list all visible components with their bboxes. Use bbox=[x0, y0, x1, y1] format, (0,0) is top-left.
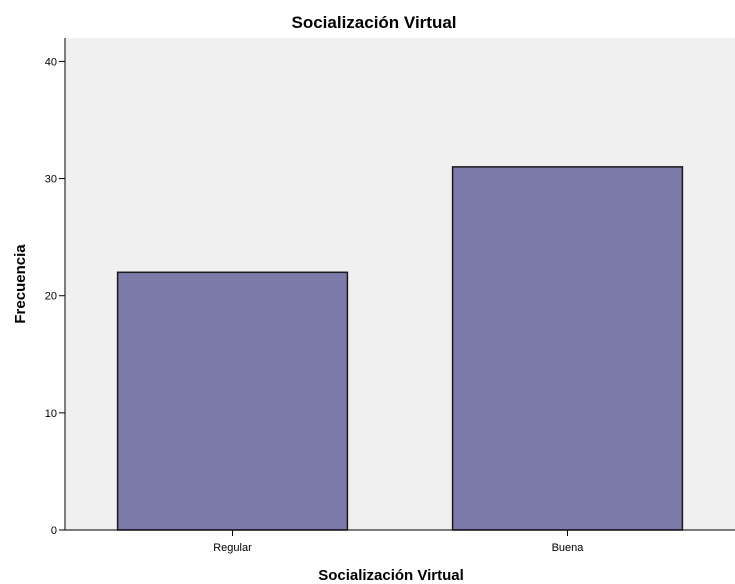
y-axis-label: Frecuencia bbox=[12, 244, 29, 324]
x-tick-label-buena: Buena bbox=[552, 542, 585, 554]
x-axis-ticks: Regular Buena bbox=[213, 530, 584, 554]
y-tick-label: 20 bbox=[45, 291, 57, 303]
x-axis-label: Socialización Virtual bbox=[318, 567, 464, 584]
bars-group bbox=[116, 166, 684, 531]
y-tick-label: 30 bbox=[45, 174, 57, 186]
x-tick-label-regular: Regular bbox=[213, 542, 252, 554]
y-tick-label: 40 bbox=[45, 56, 57, 68]
chart-title: Socialización Virtual bbox=[291, 13, 456, 32]
y-axis-ticks: 0 10 20 30 40 bbox=[45, 56, 65, 537]
bar-regular bbox=[116, 271, 349, 531]
y-tick-label: 10 bbox=[45, 408, 57, 420]
y-tick-label: 0 bbox=[51, 525, 57, 537]
bar-buena bbox=[451, 166, 684, 531]
